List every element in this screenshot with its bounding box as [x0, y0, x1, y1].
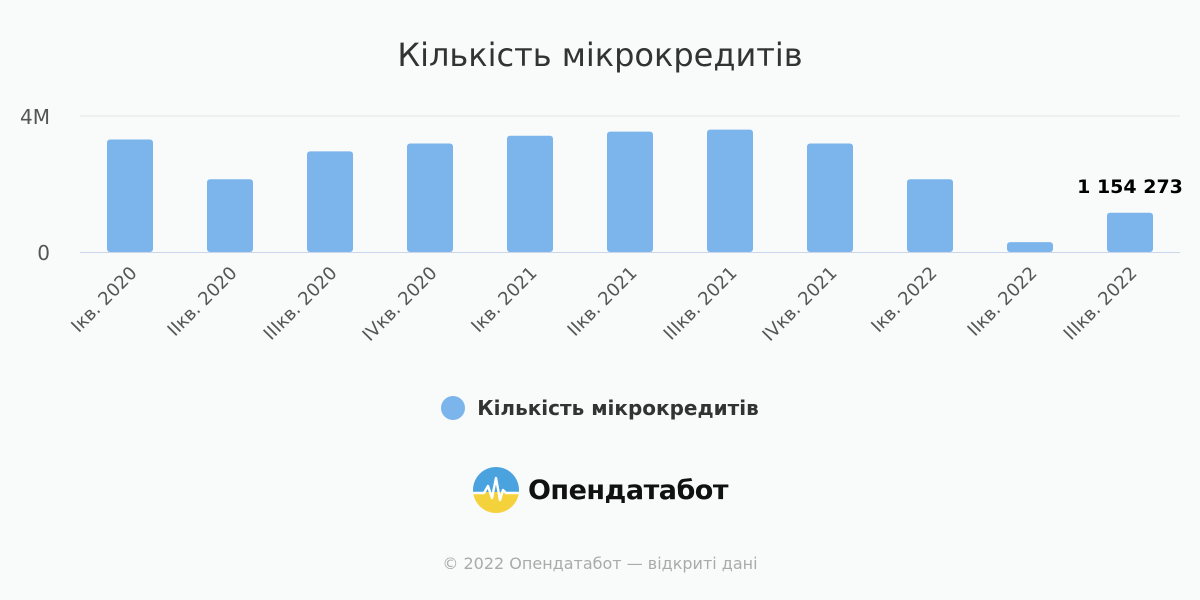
- bar: [1107, 212, 1153, 252]
- x-tick-label: IIIкв. 2021: [660, 263, 742, 345]
- footer-copyright: © 2022 Опендатабот — відкриті дані: [442, 554, 758, 573]
- bar: [507, 135, 553, 252]
- chart-title: Кількість мікрокредитів: [397, 36, 803, 74]
- chart-legend[interactable]: Кількість мікрокредитів: [0, 396, 1200, 420]
- bar: [207, 179, 253, 252]
- x-tick-label: Iкв. 2021: [467, 263, 541, 337]
- legend-label: Кількість мікрокредитів: [477, 396, 759, 420]
- x-tick-label: IVкв. 2021: [759, 263, 842, 346]
- x-tick-label: IIкв. 2021: [563, 263, 641, 341]
- bar: [107, 139, 153, 252]
- logo-text: Опендатабот: [527, 474, 729, 506]
- bar: [807, 143, 853, 252]
- bar: [307, 151, 353, 252]
- data-label: 1 154 273: [1077, 176, 1183, 198]
- bar: [707, 129, 753, 252]
- y-tick-label: 0: [37, 241, 50, 265]
- legend-swatch: [441, 396, 466, 420]
- x-tick-label: IIIкв. 2022: [1060, 263, 1142, 345]
- x-tick-label: Iкв. 2020: [67, 263, 141, 337]
- bar: [407, 143, 453, 252]
- x-tick-label: IIIкв. 2020: [260, 263, 342, 345]
- x-tick-label: Iкв. 2022: [867, 263, 941, 337]
- x-tick-label: IVкв. 2020: [359, 263, 442, 346]
- x-tick-label: IIкв. 2022: [963, 263, 1041, 341]
- y-tick-label: 4M: [20, 105, 50, 129]
- bar: [1007, 242, 1053, 252]
- x-tick-label: IIкв. 2020: [163, 263, 241, 341]
- opendatabot-logo: Опендатабот: [0, 466, 1200, 514]
- bar: [907, 179, 953, 252]
- logo-icon: [472, 467, 519, 513]
- bar: [607, 131, 653, 252]
